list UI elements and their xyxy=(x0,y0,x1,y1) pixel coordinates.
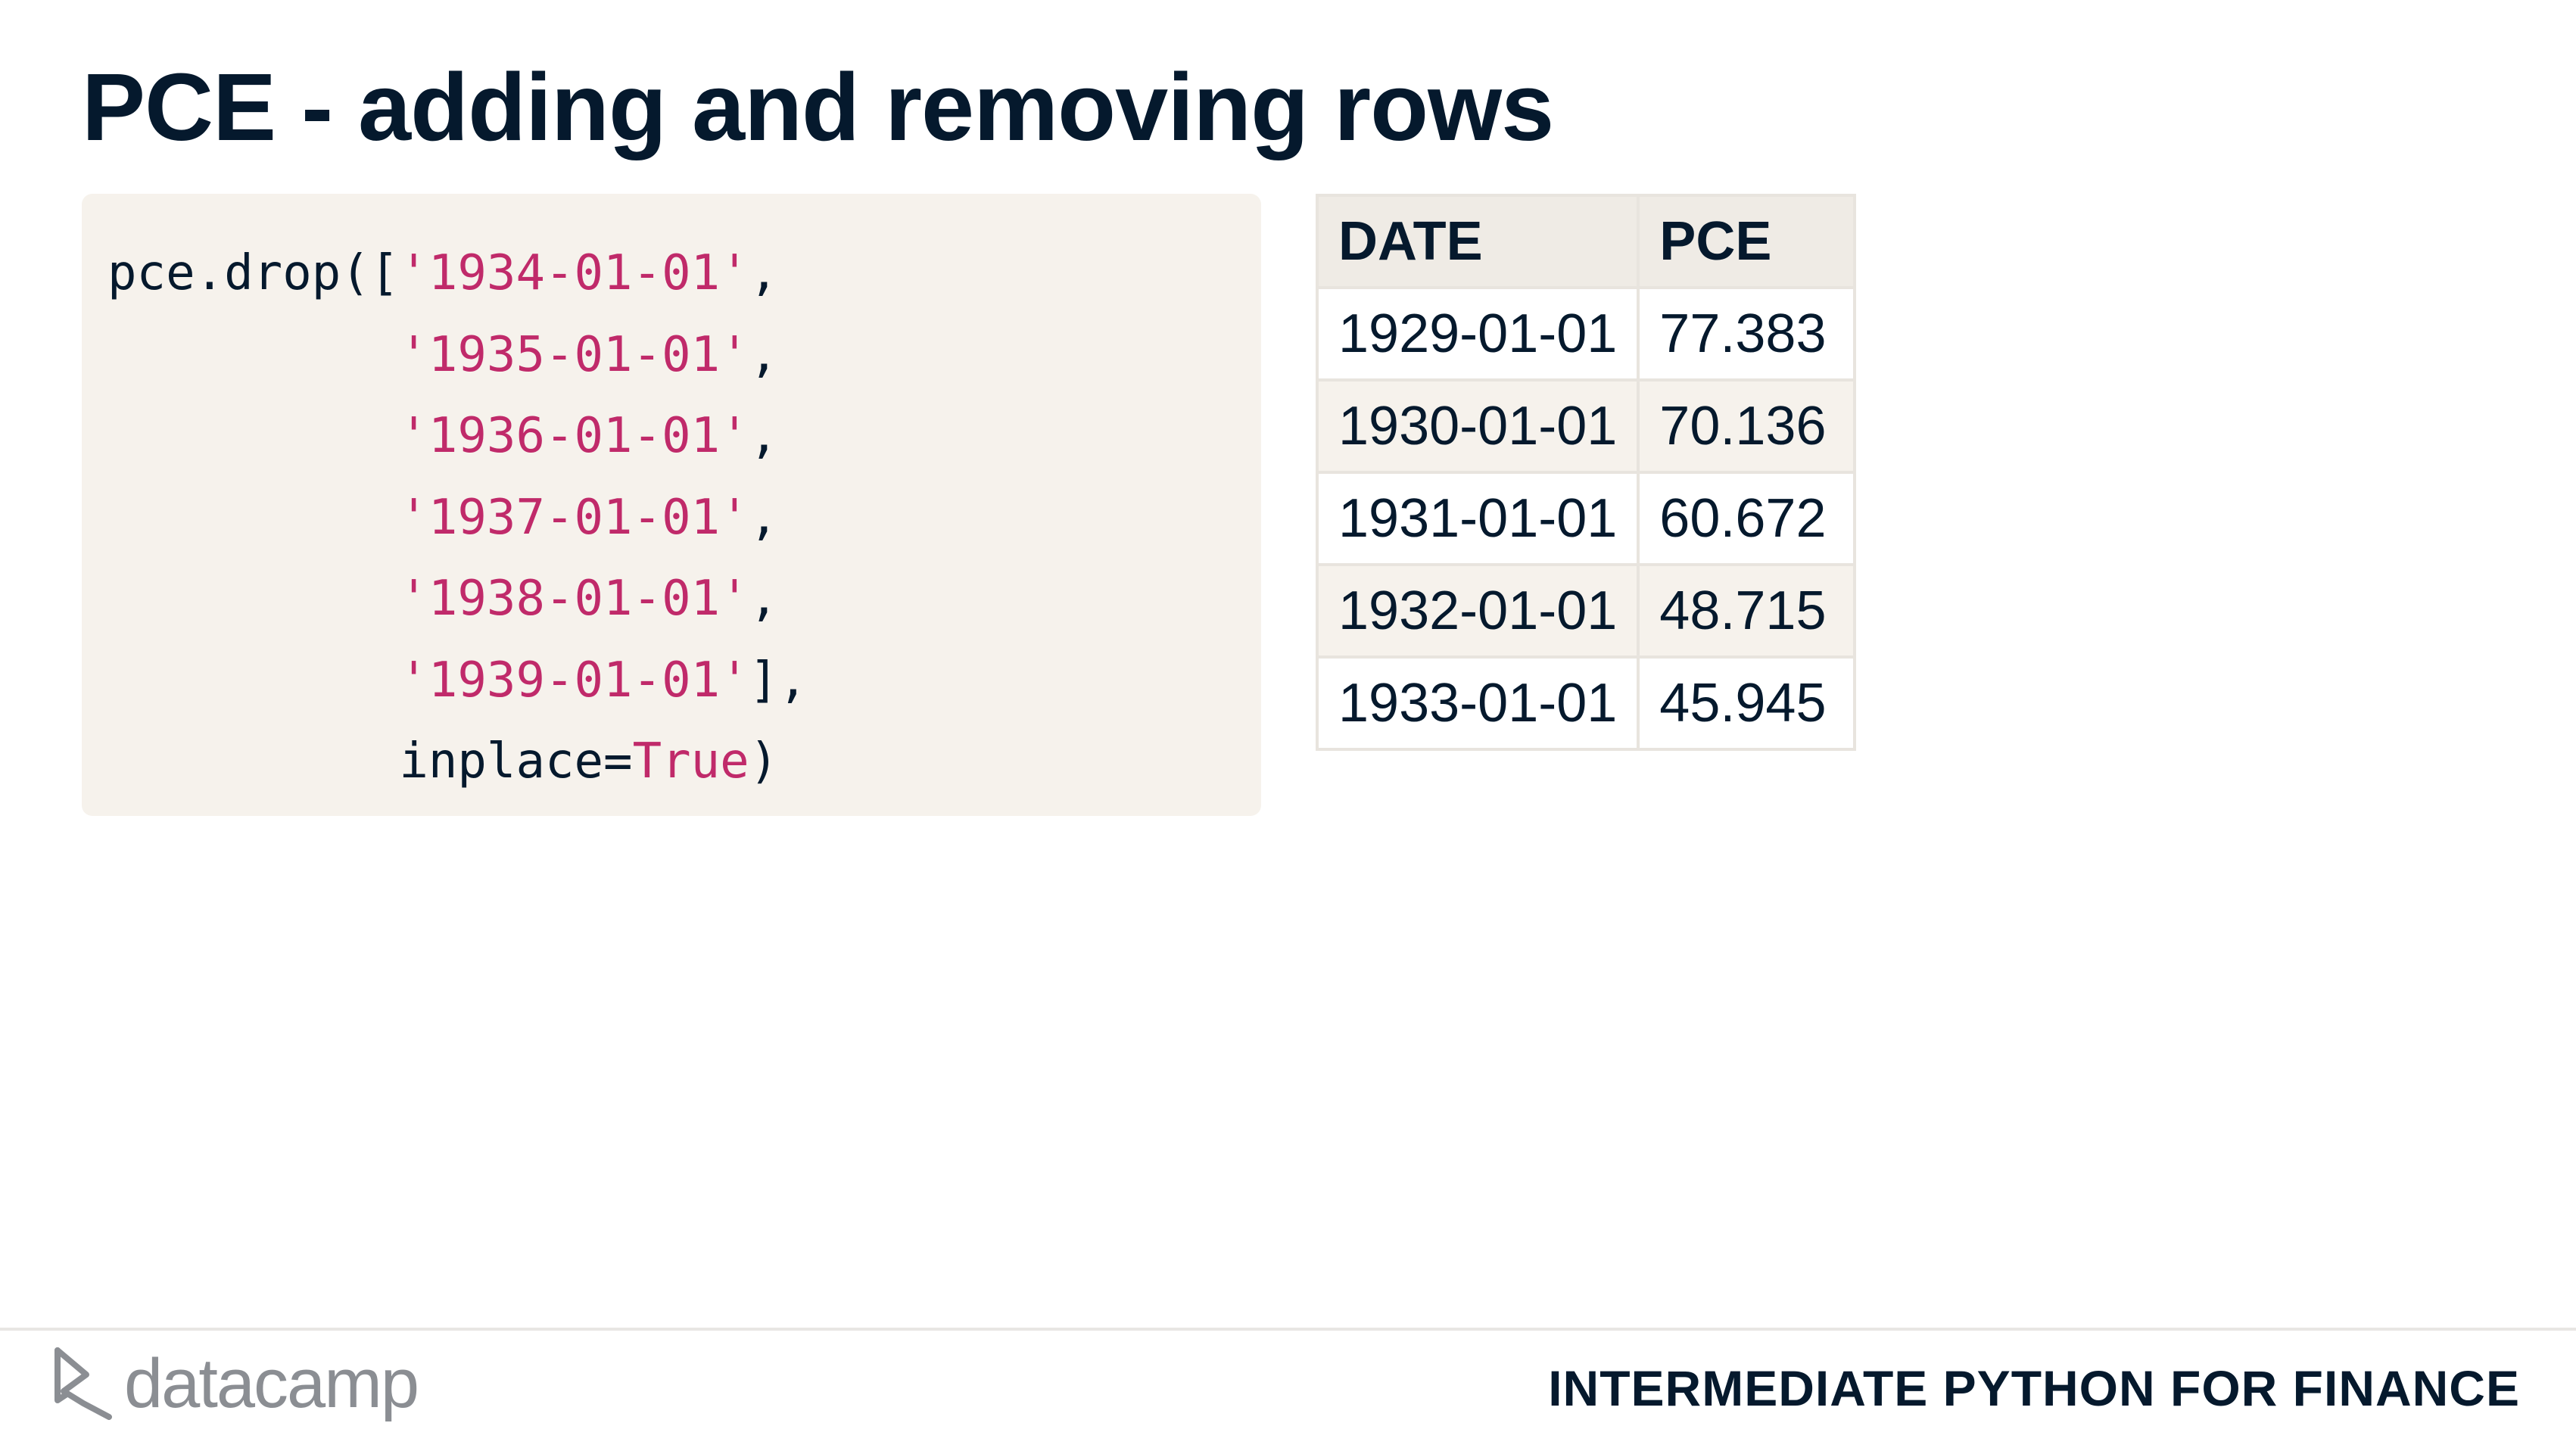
code-token: ) xyxy=(749,733,779,789)
code-line: inplace=True) xyxy=(107,721,1261,803)
code-string-token: '1934-01-01' xyxy=(399,245,749,301)
course-title: INTERMEDIATE PYTHON FOR FINANCE xyxy=(1548,1360,2520,1416)
code-token xyxy=(107,490,399,546)
code-token xyxy=(107,327,399,383)
table-row: 1929-01-01 77.383 xyxy=(1315,286,1857,381)
code-token: , xyxy=(749,245,779,301)
pce-cell: 48.715 xyxy=(1637,563,1857,659)
pce-cell: 70.136 xyxy=(1637,378,1857,474)
pce-cell: 45.945 xyxy=(1637,655,1857,751)
datacamp-logo-icon xyxy=(53,1347,114,1420)
code-token: inplace= xyxy=(107,733,633,789)
table-header-row: DATE PCE xyxy=(1315,194,1857,289)
slide-title: PCE - adding and removing rows xyxy=(82,54,1554,160)
code-token xyxy=(107,652,399,708)
code-token: , xyxy=(749,571,779,627)
code-line: '1939-01-01'], xyxy=(107,640,1261,722)
code-line: '1936-01-01', xyxy=(107,396,1261,478)
code-token: , xyxy=(749,408,779,464)
date-cell: 1931-01-01 xyxy=(1315,471,1640,566)
code-string-token: '1935-01-01' xyxy=(399,326,749,383)
code-token: , xyxy=(749,326,779,383)
code-string-token: '1937-01-01' xyxy=(399,489,749,546)
column-header-pce: PCE xyxy=(1637,194,1857,289)
code-token: pce.drop([ xyxy=(107,245,400,301)
code-token xyxy=(107,571,399,627)
code-lines: pce.drop(['1934-01-01', '1935-01-01', '1… xyxy=(107,233,1261,803)
column-header-date: DATE xyxy=(1315,194,1640,289)
pce-cell: 77.383 xyxy=(1637,286,1857,381)
pce-cell: 60.672 xyxy=(1637,471,1857,566)
date-cell: 1929-01-01 xyxy=(1315,286,1640,381)
code-string-token: '1938-01-01' xyxy=(399,571,749,627)
table-row: 1930-01-01 70.136 xyxy=(1315,378,1857,474)
code-token xyxy=(107,408,399,464)
code-keyword-token: True xyxy=(632,733,749,789)
data-table: DATE PCE 1929-01-01 77.383 1930-01-01 70… xyxy=(1315,194,1857,751)
table-row: 1932-01-01 48.715 xyxy=(1315,563,1857,659)
code-line: pce.drop(['1934-01-01', xyxy=(107,233,1261,315)
code-line: '1938-01-01', xyxy=(107,559,1261,640)
code-token: , xyxy=(749,489,779,546)
code-string-token: '1939-01-01' xyxy=(399,652,749,708)
footer-divider xyxy=(0,1328,2576,1331)
datacamp-logo[interactable]: datacamp xyxy=(53,1345,419,1422)
code-line: '1937-01-01', xyxy=(107,478,1261,559)
table-row: 1933-01-01 45.945 xyxy=(1315,655,1857,751)
table-row: 1931-01-01 60.672 xyxy=(1315,471,1857,566)
code-token: ], xyxy=(749,652,808,708)
date-cell: 1930-01-01 xyxy=(1315,378,1640,474)
brand-name: datacamp xyxy=(124,1345,419,1422)
date-cell: 1932-01-01 xyxy=(1315,563,1640,659)
date-cell: 1933-01-01 xyxy=(1315,655,1640,751)
code-string-token: '1936-01-01' xyxy=(399,408,749,464)
code-block: pce.drop(['1934-01-01', '1935-01-01', '1… xyxy=(82,194,1261,816)
code-line: '1935-01-01', xyxy=(107,315,1261,397)
